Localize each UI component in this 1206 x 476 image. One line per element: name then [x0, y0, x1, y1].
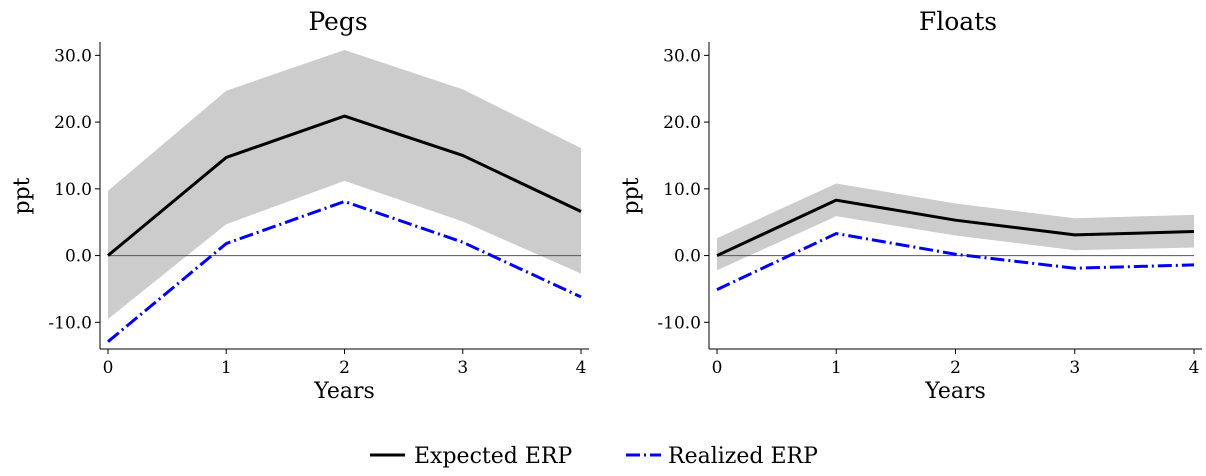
legend-label-realized: Realized ERP	[668, 444, 818, 469]
x-tick-label: 2	[339, 358, 350, 378]
realized-erp-line	[107, 199, 582, 343]
x-tick-label: 0	[103, 358, 114, 378]
panel-title: Floats	[919, 7, 997, 36]
x-tick-label: 3	[1069, 358, 1080, 378]
y-tick-label: 30.0	[54, 46, 92, 66]
y-tick-label: -10.0	[657, 313, 701, 333]
panel-pegs: 30.0 20.0 10.0 0.0 -10.0 0 1 2 3 4 Pegs Years ppt	[10, 7, 589, 404]
expected-erp-line	[716, 198, 1195, 257]
confidence-band	[717, 183, 1194, 271]
y-axis-label: ppt	[10, 177, 35, 214]
y-tick-label: 10.0	[663, 180, 701, 200]
y-tick-label: 30.0	[663, 46, 701, 66]
panel-floats: 30.0 20.0 10.0 0.0 -10.0 0 1 2 3 4 Floats Years ppt	[619, 7, 1202, 404]
x-axis-label: Years	[924, 379, 986, 404]
y-tick-label: 10.0	[54, 180, 92, 200]
x-axis-label: Years	[313, 379, 375, 404]
y-tick-label: 0.0	[65, 247, 92, 267]
y-tick-label: 20.0	[54, 113, 92, 133]
x-tick-label: 4	[576, 358, 587, 378]
panel-title: Pegs	[308, 7, 367, 36]
legend: Expected ERP Realized ERP	[370, 444, 818, 469]
y-tick-label: -10.0	[48, 313, 92, 333]
x-tick-label: 3	[457, 358, 468, 378]
legend-label-expected: Expected ERP	[414, 444, 572, 469]
realized-erp-line	[716, 231, 1195, 291]
expected-erp-line	[107, 114, 582, 257]
x-tick-label: 2	[950, 358, 961, 378]
confidence-band	[108, 50, 581, 319]
x-tick-label: 4	[1189, 358, 1200, 378]
x-tick-label: 0	[712, 358, 723, 378]
y-tick-label: 0.0	[674, 247, 701, 267]
x-tick-label: 1	[221, 358, 232, 378]
x-tick-label: 1	[831, 358, 842, 378]
y-axis-label: ppt	[619, 177, 644, 214]
y-tick-label: 20.0	[663, 113, 701, 133]
